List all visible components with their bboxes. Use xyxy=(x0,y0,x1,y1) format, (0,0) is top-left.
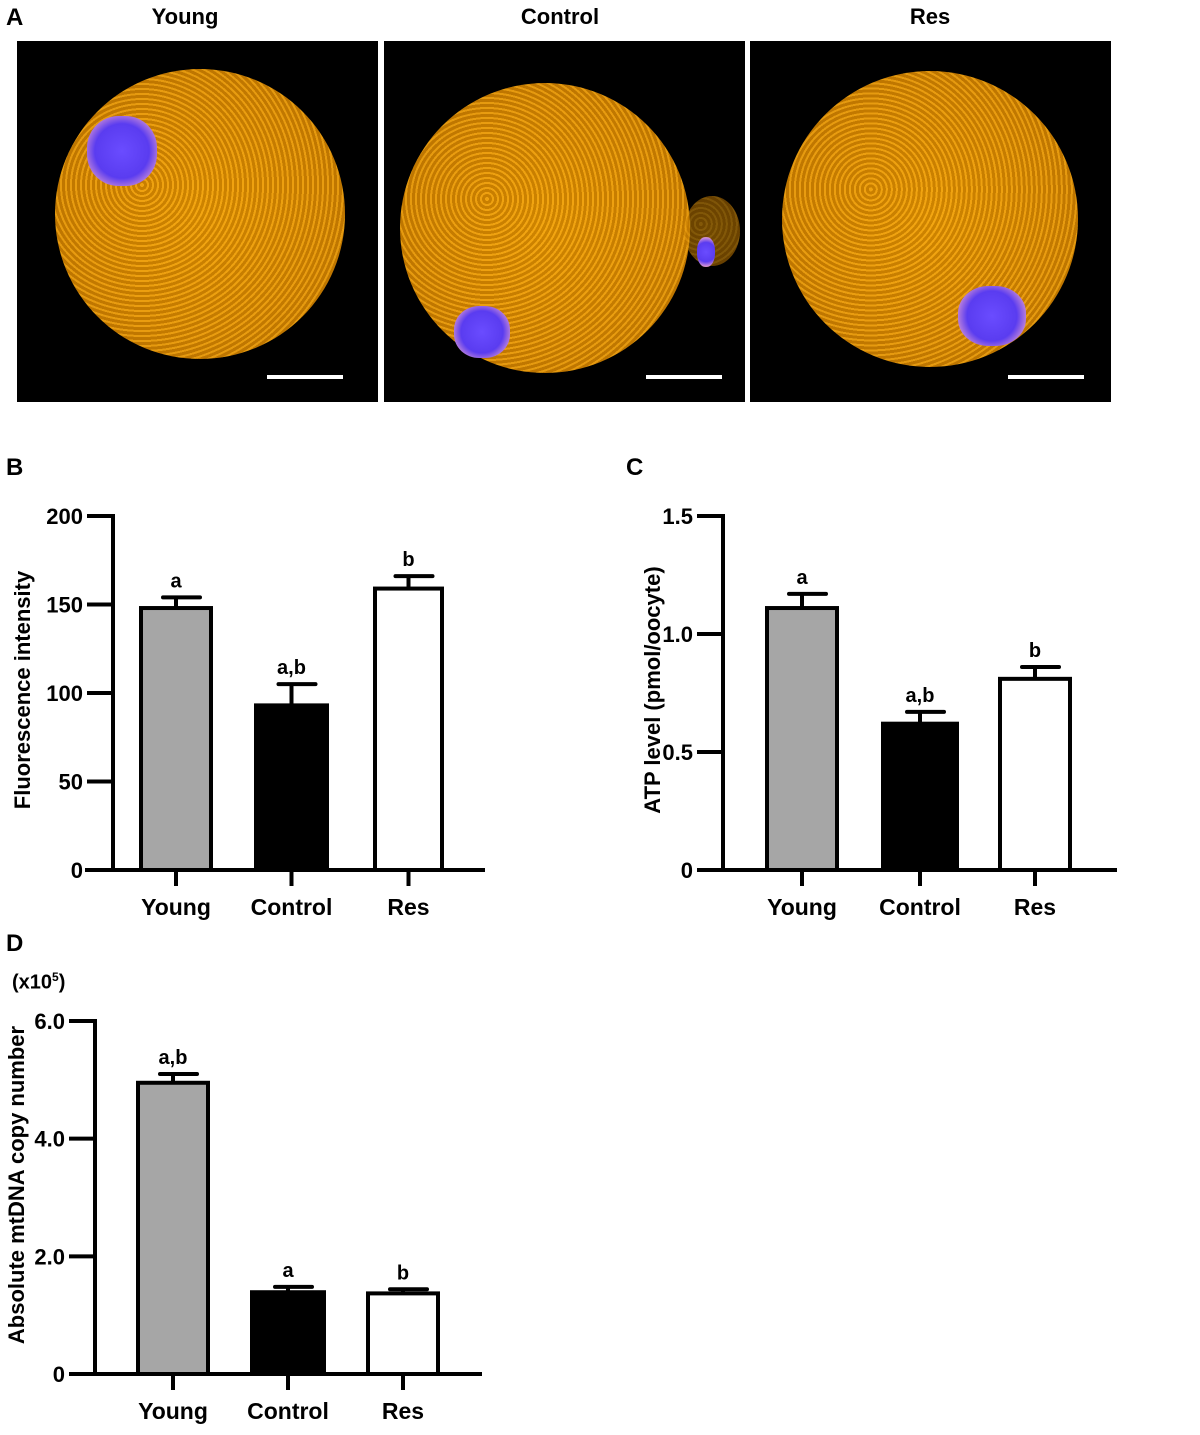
panel-letter-c: C xyxy=(626,454,644,481)
y-axis-label: Absolute mtDNA copy number xyxy=(4,1025,29,1344)
chart-panel-b: a Young a,b Control b Res 0 50 100 150 200 Fluoresc… xyxy=(10,504,485,920)
y-tick-label: 0 xyxy=(681,858,693,883)
scale-bar xyxy=(1008,375,1084,379)
bar-res xyxy=(373,586,444,872)
y-axis-label: ATP level (pmol/oocyte) xyxy=(640,566,665,813)
oocyte xyxy=(400,83,690,373)
y-unit-label: (x105) xyxy=(12,970,65,995)
x-tick-label: Control xyxy=(247,1398,329,1424)
spindle-chromosomes xyxy=(454,306,510,358)
micrograph-young xyxy=(17,41,378,402)
panel-letter-b: B xyxy=(6,454,24,481)
y-unit-exponent: 5 xyxy=(52,970,59,984)
scale-bar xyxy=(267,375,343,379)
y-unit-close: ) xyxy=(58,971,66,994)
bar-young xyxy=(136,1080,210,1377)
bar-control xyxy=(250,1290,326,1377)
y-axis-label: Fluorescence intensity xyxy=(10,570,35,809)
y-tick-label: 0 xyxy=(71,858,83,883)
significance-label: a xyxy=(796,567,808,589)
chart-panel-c: a Young a,b Control b Res 0 0.5 1.0 1.5 ATP level … xyxy=(640,504,1117,920)
oocyte xyxy=(55,69,345,359)
panel-letter-a: A xyxy=(6,4,24,31)
micrograph-res xyxy=(750,41,1111,402)
oocyte xyxy=(782,71,1078,367)
x-tick-label: Control xyxy=(879,894,961,920)
significance-label: b xyxy=(1029,640,1041,662)
y-tick-label: 150 xyxy=(46,593,83,618)
panel-letter-d: D xyxy=(6,930,24,957)
y-tick-label: 2.0 xyxy=(34,1244,65,1269)
bar-young xyxy=(139,606,213,872)
scale-bar xyxy=(646,375,722,379)
image-title-young: Young xyxy=(151,4,219,29)
micrograph-control xyxy=(384,41,745,402)
significance-label: a,b xyxy=(277,657,306,679)
significance-label: a,b xyxy=(906,685,935,707)
x-tick-label: Young xyxy=(141,894,211,920)
y-tick-label: 4.0 xyxy=(34,1127,65,1152)
significance-label: b xyxy=(397,1262,409,1284)
significance-label: a xyxy=(170,570,182,592)
image-title-control: Control xyxy=(520,4,600,29)
x-tick-label: Control xyxy=(251,894,333,920)
y-tick-label: 0.5 xyxy=(662,740,693,765)
bar-control xyxy=(881,721,959,872)
bar-res xyxy=(998,676,1072,873)
x-tick-label: Young xyxy=(767,894,837,920)
significance-label: a,b xyxy=(159,1047,188,1069)
y-tick-label: 100 xyxy=(46,681,83,706)
significance-label: b xyxy=(402,549,414,571)
image-title-res: Res xyxy=(909,4,951,29)
y-tick-label: 200 xyxy=(46,504,83,529)
x-tick-label: Res xyxy=(1014,894,1056,920)
y-unit-base: (x10 xyxy=(12,971,53,994)
bar-control xyxy=(254,703,329,873)
y-tick-label: 50 xyxy=(59,770,83,795)
y-tick-label: 1.5 xyxy=(662,504,693,529)
polar-body-chromosomes xyxy=(697,237,715,267)
significance-label: a xyxy=(282,1260,294,1282)
y-tick-label: 0 xyxy=(53,1362,65,1387)
x-tick-label: Young xyxy=(138,1398,208,1424)
x-tick-label: Res xyxy=(387,894,429,920)
bar-young xyxy=(765,606,839,872)
spindle-chromosomes xyxy=(958,286,1026,346)
y-tick-label: 1.0 xyxy=(662,622,693,647)
spindle-chromosomes xyxy=(87,116,157,186)
y-tick-label: 6.0 xyxy=(34,1009,65,1034)
x-tick-label: Res xyxy=(382,1398,424,1424)
bar-res xyxy=(366,1291,440,1376)
